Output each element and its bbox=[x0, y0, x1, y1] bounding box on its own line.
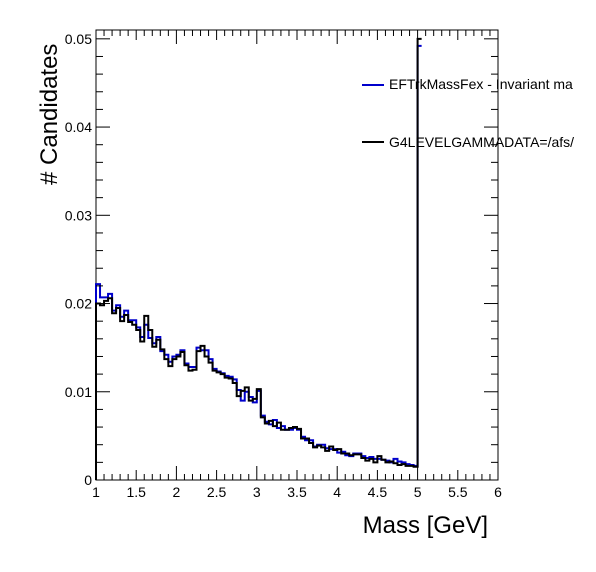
x-tick-label: 2 bbox=[173, 484, 181, 500]
legend-label-1: G4LEVELGAMMADATA=/afs/ bbox=[389, 134, 574, 150]
legend: EFTrkMassFex - Invariant ma G4LEVELGAMMA… bbox=[362, 76, 574, 150]
x-tick-label: 4 bbox=[333, 484, 341, 500]
tick-layer bbox=[95, 30, 499, 481]
x-tick-label: 5 bbox=[414, 484, 422, 500]
x-tick-label: 3.5 bbox=[287, 484, 307, 500]
tick-label-layer: 1 1.5 2 2.5 3 3.5 4 4.5 5 5.5 6 0 0.01 0.02 0.03 0.04 0.… bbox=[65, 31, 502, 500]
y-tick-label: 0.05 bbox=[65, 31, 92, 47]
y-tick-label: 0.02 bbox=[65, 296, 92, 312]
series-layer bbox=[95, 37, 422, 480]
y-axis-title: # Candidates bbox=[36, 44, 63, 185]
x-tick-label: 5.5 bbox=[448, 484, 468, 500]
x-tick-label: 2.5 bbox=[207, 484, 227, 500]
y-tick-label: 0.01 bbox=[65, 384, 92, 400]
x-tick-label: 1.5 bbox=[126, 484, 146, 500]
series-line-1 bbox=[95, 37, 422, 480]
x-tick-label: 4.5 bbox=[368, 484, 388, 500]
x-tick-label: 3 bbox=[253, 484, 261, 500]
x-tick-label: 6 bbox=[494, 484, 502, 500]
series-line-0 bbox=[95, 44, 422, 480]
x-axis-title: Mass [GeV] bbox=[363, 512, 488, 539]
legend-label-0: EFTrkMassFex - Invariant ma bbox=[389, 76, 573, 92]
y-tick-label: 0.04 bbox=[65, 119, 92, 135]
x-tick-label: 1 bbox=[92, 484, 100, 500]
y-tick-label: 0.03 bbox=[65, 207, 92, 223]
y-tick-label: 0 bbox=[84, 472, 92, 488]
